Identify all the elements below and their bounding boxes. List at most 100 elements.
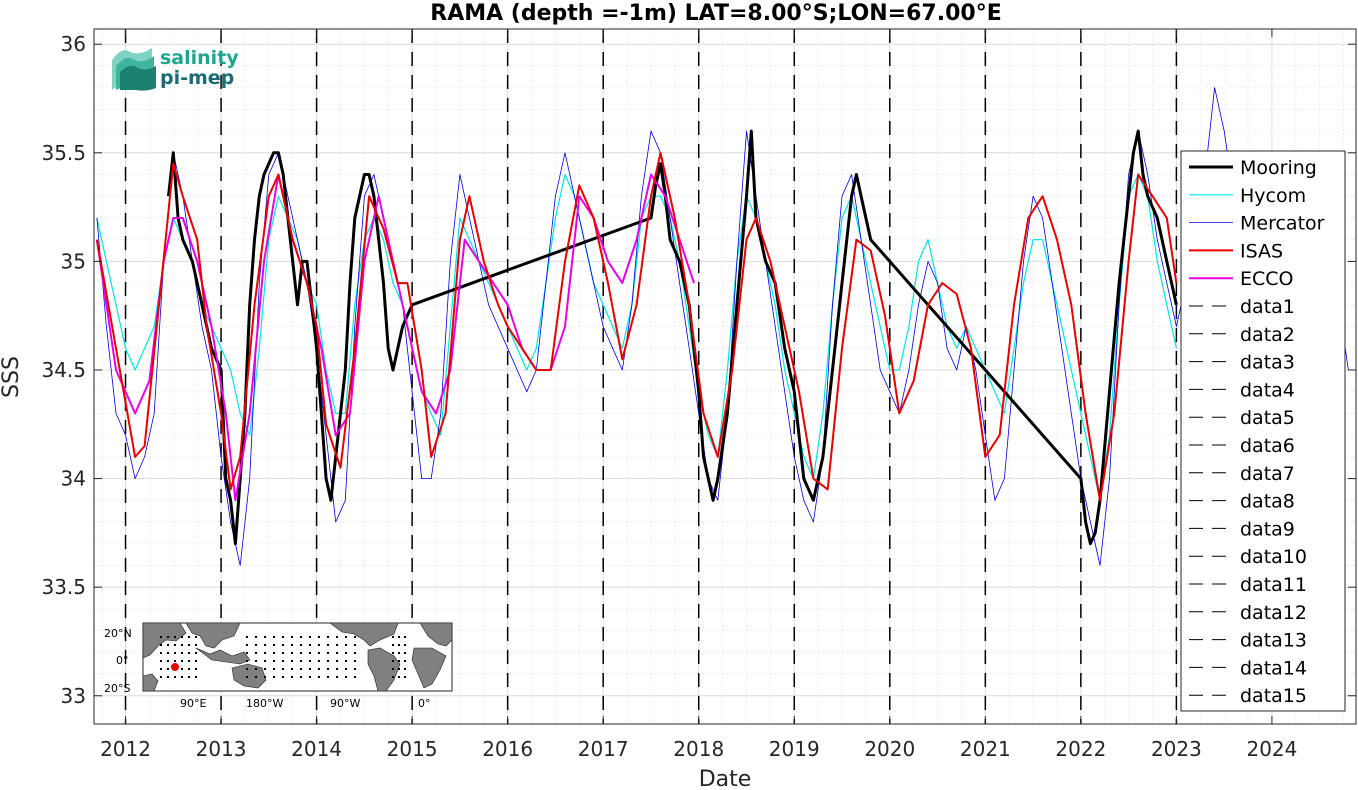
mooring-dot	[246, 636, 248, 638]
mooring-dot	[273, 636, 275, 638]
mooring-dot	[282, 636, 284, 638]
mooring-dot	[264, 636, 266, 638]
mooring-dot	[195, 644, 197, 646]
mooring-dot	[181, 676, 183, 678]
mooring-dot	[327, 652, 329, 654]
x-tick-label: 2013	[196, 737, 247, 761]
axis-ticks: 2012 2013 2014 2015 2016 2017 2018 2019 2020 2021…	[41, 29, 1356, 761]
mooring-dot	[174, 660, 176, 662]
mooring-dot	[327, 636, 329, 638]
inset-map-frame	[142, 622, 453, 692]
mooring-dot	[327, 660, 329, 662]
mooring-dot	[174, 644, 176, 646]
mooring-dot	[167, 652, 169, 654]
y-tick-label: 35	[61, 249, 86, 273]
mooring-dot	[336, 668, 338, 670]
logo-line2: pi-mep	[160, 67, 234, 89]
mooring-dot	[246, 652, 248, 654]
mooring-dot	[336, 660, 338, 662]
mooring-dot	[174, 652, 176, 654]
mooring-dot	[160, 636, 162, 638]
map-lon-label: 0°	[418, 697, 431, 710]
legend-label: data6	[1240, 435, 1295, 457]
legend: Mooring Hycom Mercator ISAS ECCO data1 data2 da…	[1180, 150, 1346, 712]
mooring-dot	[195, 636, 197, 638]
mooring-dot	[300, 644, 302, 646]
mooring-dot	[327, 676, 329, 678]
mooring-dot	[398, 652, 400, 654]
legend-label: data7	[1240, 463, 1295, 485]
map-lon-label: 90°E	[180, 697, 206, 710]
legend-label: Hycom	[1240, 185, 1306, 207]
mooring-dot	[336, 636, 338, 638]
mooring-dot	[255, 644, 257, 646]
mooring-dot	[309, 636, 311, 638]
legend-label: Mooring	[1240, 157, 1317, 179]
inset-map-station-marker	[171, 663, 179, 671]
mooring-dot	[273, 668, 275, 670]
x-tick-label: 2021	[960, 737, 1011, 761]
mooring-dot	[318, 660, 320, 662]
mooring-dot	[345, 636, 347, 638]
mooring-dot	[404, 636, 406, 638]
mooring-dot	[404, 644, 406, 646]
mooring-dot	[188, 660, 190, 662]
legend-label: data8	[1240, 491, 1295, 513]
mooring-dot	[195, 676, 197, 678]
mooring-dot	[309, 676, 311, 678]
mooring-dot	[300, 636, 302, 638]
mooring-dot	[309, 652, 311, 654]
legend-label: data13	[1240, 630, 1307, 652]
mooring-dot	[318, 636, 320, 638]
mooring-dot	[188, 652, 190, 654]
y-tick-label: 34	[61, 467, 86, 491]
mooring-dot	[167, 644, 169, 646]
mooring-dot	[264, 652, 266, 654]
mooring-dot	[181, 668, 183, 670]
inset-map: 20°N 0° 20°S 90°E 180°W 90°W 0°	[104, 622, 453, 710]
mooring-dot	[354, 636, 356, 638]
mooring-dot	[167, 660, 169, 662]
legend-label: data5	[1240, 407, 1295, 429]
legend-label: data11	[1240, 574, 1307, 596]
chart-title: RAMA (depth =-1m) LAT=8.00°S;LON=67.00°E	[430, 1, 1001, 26]
mooring-dot	[345, 676, 347, 678]
mooring-dot	[336, 644, 338, 646]
mooring-dot	[398, 660, 400, 662]
mooring-dot	[291, 636, 293, 638]
mooring-dot	[354, 676, 356, 678]
mooring-dot	[273, 644, 275, 646]
mooring-dot	[300, 676, 302, 678]
y-tick-label: 33.5	[41, 575, 86, 599]
plot-frame	[93, 28, 1357, 725]
mooring-dot	[282, 676, 284, 678]
legend-label: ECCO	[1240, 268, 1294, 290]
mooring-dot	[282, 660, 284, 662]
mooring-dot	[160, 660, 162, 662]
mooring-dot	[188, 636, 190, 638]
mooring-dot	[282, 668, 284, 670]
mooring-dot	[404, 676, 406, 678]
mooring-dot	[354, 668, 356, 670]
mooring-dot	[181, 652, 183, 654]
x-axis-label: Date	[699, 767, 752, 790]
mooring-dot	[354, 660, 356, 662]
mooring-dot	[282, 652, 284, 654]
mooring-dot	[181, 636, 183, 638]
mooring-dot	[392, 660, 394, 662]
x-tick-label: 2022	[1055, 737, 1106, 761]
series-layer	[95, 87, 1349, 566]
legend-label: data4	[1240, 379, 1295, 401]
mooring-dot	[160, 676, 162, 678]
mooring-dot	[273, 676, 275, 678]
mooring-dot	[309, 644, 311, 646]
mooring-dot	[398, 668, 400, 670]
legend-label: ISAS	[1240, 240, 1283, 262]
legend-label: data15	[1240, 685, 1307, 707]
mooring-dot	[246, 660, 248, 662]
mooring-dot	[336, 652, 338, 654]
legend-label: Mercator	[1240, 213, 1325, 235]
legend-label: data9	[1240, 518, 1295, 540]
map-lon-label: 180°W	[246, 697, 283, 710]
